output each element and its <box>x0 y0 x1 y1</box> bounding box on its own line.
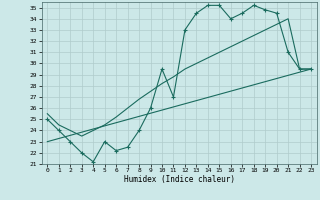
X-axis label: Humidex (Indice chaleur): Humidex (Indice chaleur) <box>124 175 235 184</box>
